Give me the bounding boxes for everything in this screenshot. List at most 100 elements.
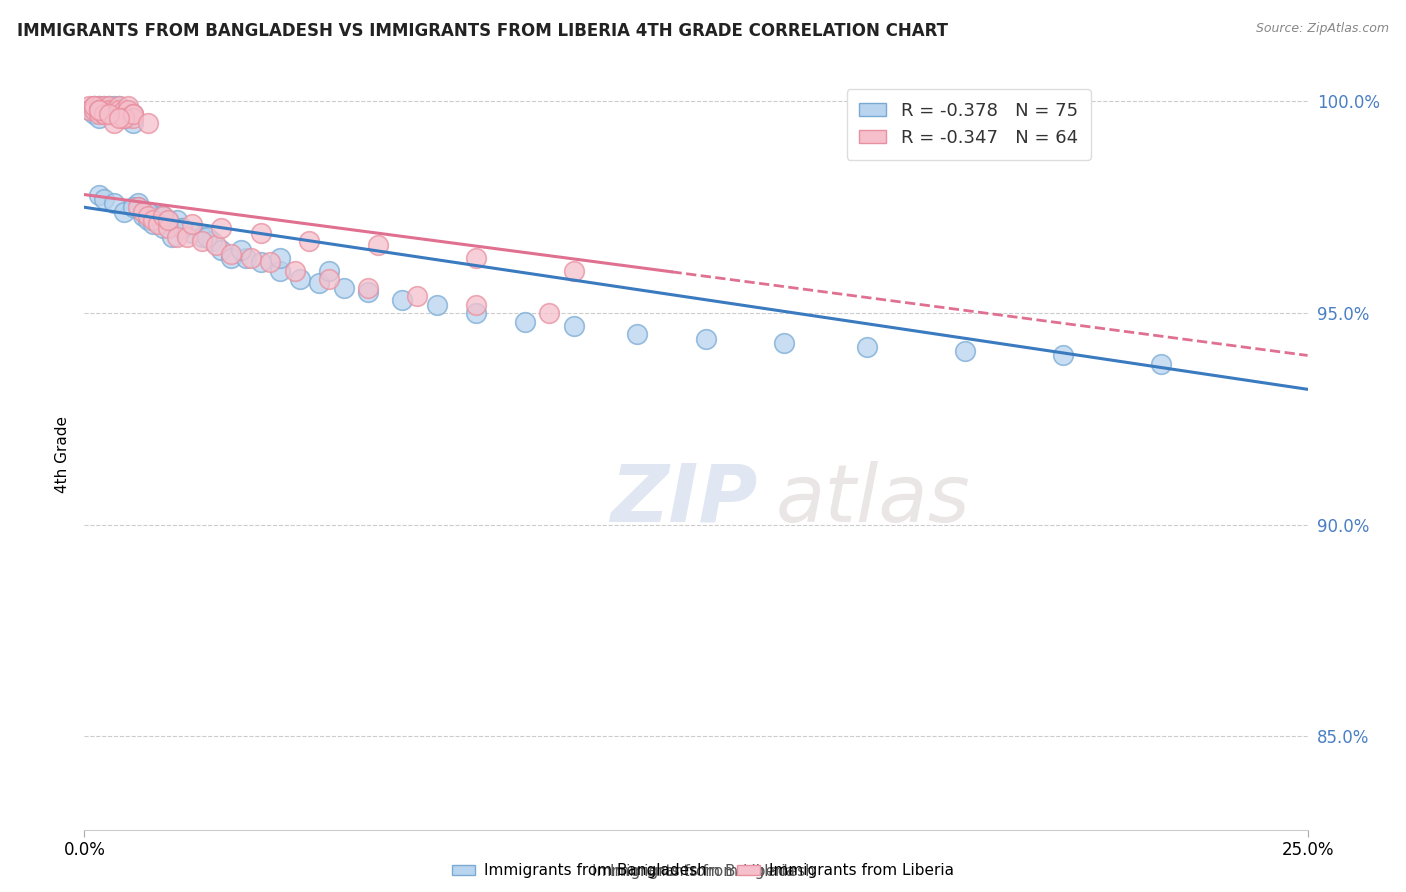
Point	[162, 230, 184, 244]
Point	[77, 98, 100, 112]
Point	[142, 217, 165, 231]
Point	[156, 221, 179, 235]
Point	[229, 243, 252, 257]
Point	[406, 289, 429, 303]
Point	[87, 98, 110, 112]
Point	[132, 204, 155, 219]
Point	[127, 196, 149, 211]
Point	[391, 293, 413, 308]
Point	[191, 234, 214, 248]
Point	[426, 298, 449, 312]
Point	[172, 221, 194, 235]
Point	[284, 264, 307, 278]
Point	[1052, 348, 1074, 362]
Point	[112, 112, 135, 126]
Point	[298, 234, 321, 248]
Point	[122, 107, 145, 121]
Point	[103, 103, 125, 117]
Point	[93, 103, 115, 117]
Point	[122, 107, 145, 121]
Point	[93, 103, 115, 117]
Point	[249, 255, 271, 269]
Point	[107, 103, 129, 117]
Point	[332, 281, 354, 295]
Point	[464, 298, 486, 312]
Text: Immigrants from Liberia: Immigrants from Liberia	[610, 864, 796, 879]
Point	[117, 107, 139, 121]
Point	[695, 331, 717, 345]
Point	[219, 251, 242, 265]
Point	[166, 213, 188, 227]
Point	[103, 98, 125, 112]
Point	[117, 112, 139, 126]
Point	[773, 335, 796, 350]
Point	[87, 103, 110, 117]
Point	[77, 103, 100, 117]
Point	[107, 98, 129, 112]
Point	[146, 209, 169, 223]
Point	[107, 103, 129, 117]
Point	[235, 251, 257, 265]
Point	[181, 226, 204, 240]
Point	[249, 226, 271, 240]
Point	[112, 107, 135, 121]
Point	[156, 213, 179, 227]
Point	[112, 103, 135, 117]
Point	[87, 103, 110, 117]
Legend: Immigrants from Bangladesh, Immigrants from Liberia: Immigrants from Bangladesh, Immigrants f…	[446, 857, 960, 884]
Text: Immigrants from Bangladesh: Immigrants from Bangladesh	[592, 864, 814, 879]
Point	[97, 103, 120, 117]
Point	[367, 238, 389, 252]
Point	[112, 112, 135, 126]
Point	[156, 213, 179, 227]
Point	[538, 306, 561, 320]
Point	[112, 204, 135, 219]
Point	[103, 196, 125, 211]
Point	[83, 107, 105, 121]
Point	[87, 103, 110, 117]
Point	[103, 115, 125, 129]
Text: IMMIGRANTS FROM BANGLADESH VS IMMIGRANTS FROM LIBERIA 4TH GRADE CORRELATION CHAR: IMMIGRANTS FROM BANGLADESH VS IMMIGRANTS…	[17, 22, 948, 40]
Point	[107, 112, 129, 126]
Point	[136, 115, 159, 129]
Point	[152, 209, 174, 223]
Point	[117, 103, 139, 117]
Point	[166, 230, 188, 244]
Point	[562, 264, 585, 278]
Point	[152, 209, 174, 223]
Point	[83, 98, 105, 112]
Point	[195, 230, 218, 244]
Point	[357, 281, 380, 295]
Point	[93, 192, 115, 206]
Point	[464, 306, 486, 320]
Point	[205, 238, 228, 252]
Point	[953, 344, 976, 359]
Point	[103, 107, 125, 121]
Y-axis label: 4th Grade: 4th Grade	[55, 417, 70, 493]
Point	[112, 112, 135, 126]
Text: ZIP: ZIP	[610, 461, 758, 539]
Point	[239, 251, 262, 265]
Point	[97, 107, 120, 121]
Point	[87, 98, 110, 112]
Point	[136, 209, 159, 223]
Point	[97, 107, 120, 121]
Text: Source: ZipAtlas.com: Source: ZipAtlas.com	[1256, 22, 1389, 36]
Point	[219, 247, 242, 261]
Point	[259, 255, 281, 269]
Point	[122, 107, 145, 121]
Point	[191, 230, 214, 244]
Point	[117, 98, 139, 112]
Point	[112, 107, 135, 121]
Point	[127, 200, 149, 214]
Point	[172, 221, 194, 235]
Point	[136, 204, 159, 219]
Point	[136, 204, 159, 219]
Point	[464, 251, 486, 265]
Point	[87, 103, 110, 117]
Point	[626, 327, 648, 342]
Point	[117, 107, 139, 121]
Point	[142, 213, 165, 227]
Point	[77, 103, 100, 117]
Point	[269, 251, 291, 265]
